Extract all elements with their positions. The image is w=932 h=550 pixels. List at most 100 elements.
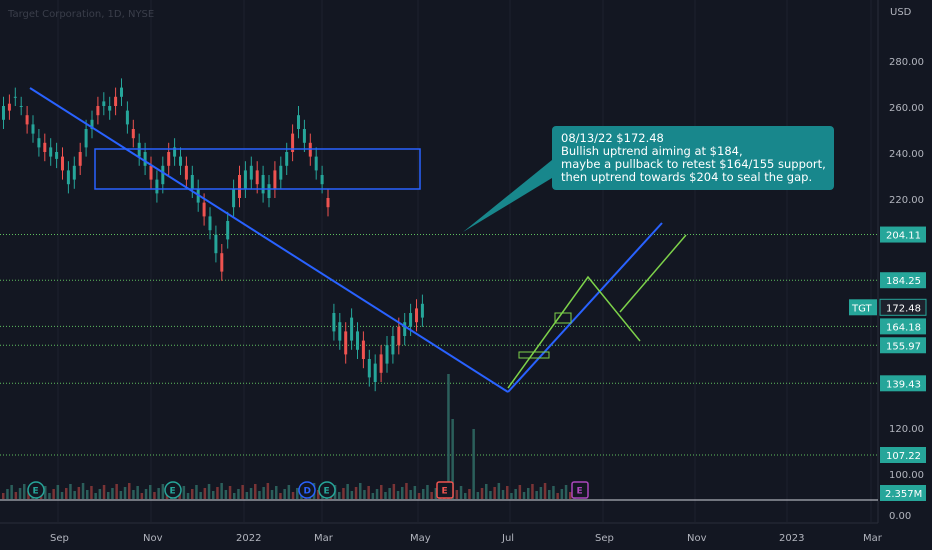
volume-bar [212, 491, 215, 499]
volume-bar [413, 486, 417, 499]
projection-leg[interactable] [619, 234, 687, 313]
volume-bar [560, 489, 564, 499]
volume-bar [228, 486, 232, 499]
candle [361, 340, 365, 359]
candle [125, 110, 129, 125]
support-resistance-levels [0, 234, 878, 456]
candle [373, 363, 377, 382]
candle [102, 101, 106, 106]
price-level-label: 204.11 [886, 231, 921, 242]
candle [326, 198, 330, 208]
volume-bar [468, 489, 471, 499]
volume-bar [552, 486, 555, 499]
event-marker[interactable] [298, 481, 316, 499]
event-letter: E [33, 487, 39, 497]
volume-bar [279, 493, 282, 499]
callout-pointer [463, 160, 552, 232]
candle [143, 152, 147, 166]
price-level-badge [880, 447, 926, 463]
volume-bar [48, 493, 51, 499]
volume-bar [102, 485, 106, 499]
candle [114, 96, 118, 106]
volume-bar [489, 491, 492, 499]
event-marker[interactable] [571, 481, 589, 499]
candle [120, 87, 123, 97]
chart-title: Target Corporation, 1D, NYSE [7, 9, 154, 20]
event-marker[interactable] [27, 481, 45, 499]
time-tick-label: Nov [143, 533, 163, 544]
candle [55, 152, 59, 159]
volume-bar [522, 492, 526, 499]
volume-bar [98, 489, 102, 499]
volume-bar [191, 489, 194, 499]
price-axis: 280.00 260.00 240.00 220.00 120.00 100.00 0.00 [889, 57, 924, 522]
price-tick-label: 240.00 [889, 149, 924, 160]
candle [267, 184, 271, 198]
callout-box [552, 126, 834, 190]
candle [167, 152, 171, 166]
volume-bar [401, 487, 404, 499]
candle [261, 175, 265, 194]
candle [13, 96, 17, 98]
volume-bar [501, 490, 505, 499]
volume-bar [10, 485, 13, 499]
volume-bar [417, 493, 421, 499]
price-tick-label: 100.00 [889, 470, 924, 481]
volume-bar [367, 486, 370, 499]
price-level-badge [880, 337, 926, 354]
candle [379, 354, 383, 373]
volume-bar [56, 485, 60, 499]
candle [96, 106, 100, 116]
volume-bar [136, 486, 139, 499]
volume-bar [426, 485, 429, 499]
volume-bar [262, 487, 265, 499]
volume-bar [60, 492, 64, 499]
volume-bar [241, 485, 244, 499]
candle [208, 216, 212, 231]
volume-bar [27, 491, 30, 499]
volume-bar [195, 485, 198, 499]
volume-bar [296, 488, 299, 499]
projection-path[interactable] [507, 275, 641, 389]
downtrend-line[interactable] [29, 87, 509, 393]
volume-bar [86, 490, 89, 499]
uptrend-line[interactable] [507, 222, 663, 393]
candle [403, 322, 407, 336]
note-line-3: maybe a pullback to retest $164/155 supp… [561, 157, 826, 171]
candle [90, 119, 94, 129]
candle [43, 142, 47, 152]
volume-bar [354, 487, 358, 499]
price-tick-label: 0.00 [889, 511, 911, 522]
volume-bar [182, 486, 186, 499]
volume-bar [153, 492, 156, 499]
volume-bar [472, 429, 475, 499]
volume-bar [157, 488, 160, 499]
volume-bar [543, 483, 547, 499]
candle [61, 156, 64, 171]
volume-bar [249, 488, 253, 499]
volume-bar [77, 487, 81, 499]
price-level-label: 155.97 [886, 341, 921, 352]
volume-value-label: 2.357M [885, 489, 922, 500]
candle [66, 170, 70, 185]
volume-bar [375, 489, 379, 499]
candle [190, 175, 194, 189]
volume-bar [123, 487, 127, 499]
event-marker[interactable] [318, 481, 336, 499]
volume-bar [23, 484, 26, 499]
price-level-label: 139.43 [886, 379, 921, 390]
volume-bar [119, 491, 123, 499]
volume-bar [405, 483, 408, 499]
volume-bar [186, 493, 190, 499]
annotation-callout[interactable]: 08/13/22 $172.48 Bullish uptrend aiming … [463, 126, 834, 232]
candle [226, 221, 230, 240]
consolidation-box[interactable] [94, 148, 421, 190]
event-marker[interactable] [164, 481, 182, 499]
volume-bar [254, 484, 257, 499]
event-marker[interactable] [436, 481, 454, 499]
volume-bar [485, 484, 488, 499]
volume-bar [149, 485, 152, 499]
volume-bar [144, 489, 148, 499]
